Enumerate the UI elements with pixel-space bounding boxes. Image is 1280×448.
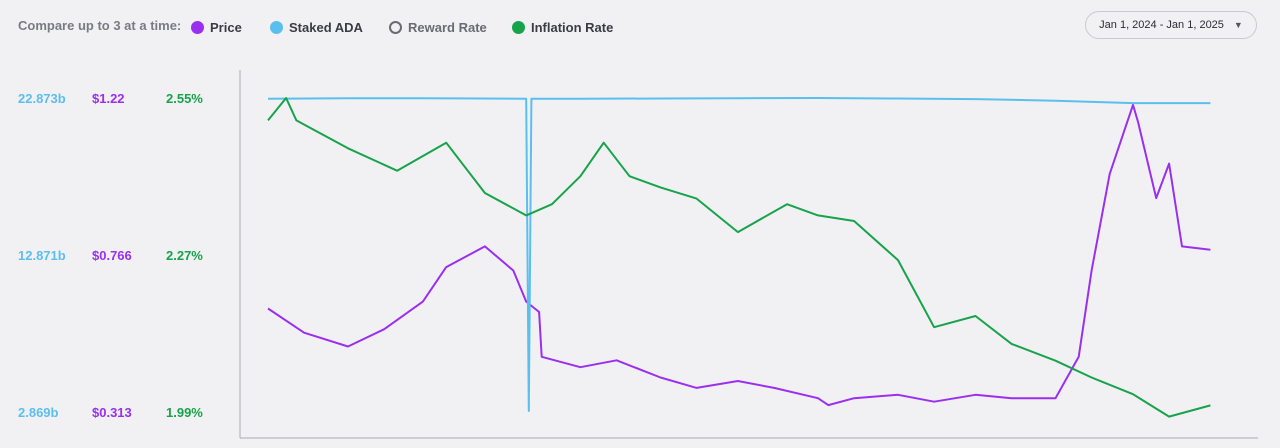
date-range-dropdown[interactable]: Jan 1, 2024 - Jan 1, 2025 ▼ [1085,11,1257,39]
legend-toggle-staked-ada[interactable]: Staked ADA [270,18,363,36]
inflation-tick-top: 2.55% [166,91,203,106]
price-tick-mid: $0.766 [92,248,132,263]
compare-label: Compare up to 3 at a time: [18,18,182,33]
inflation-rate-dot-icon [512,20,525,34]
price-tick-top: $1.22 [92,91,125,106]
staked-ada-tick-bottom: 2.869b [18,405,59,420]
legend-toggle-reward-rate[interactable]: Reward Rate [389,18,487,36]
legend-toggle-inflation-rate[interactable]: Inflation Rate [512,18,613,36]
staked-ada-series-line [267,97,1211,412]
chevron-down-icon: ▼ [1233,20,1243,30]
staked-ada-tick-top: 22.873b [18,91,66,106]
date-range-value: Jan 1, 2024 - Jan 1, 2025 [1099,19,1224,31]
price-dot-icon [191,20,204,34]
legend-label-staked-ada: Staked ADA [289,19,363,35]
price-series-line [267,103,1211,407]
staked-ada-tick-mid: 12.871b [18,248,66,263]
price-tick-bottom: $0.313 [92,405,132,420]
staked-ada-dot-icon [270,20,283,34]
legend-label-reward-rate: Reward Rate [408,19,487,35]
reward-rate-ring-icon [389,20,402,34]
legend-label-price: Price [210,19,242,35]
inflation-tick-mid: 2.27% [166,248,203,263]
inflation-tick-bottom: 1.99% [166,405,203,420]
chart-controls-bar: Compare up to 3 at a time: Price Staked … [0,0,1280,52]
legend-label-inflation-rate: Inflation Rate [531,19,614,35]
inflation-rate-series-line [267,97,1211,418]
legend-toggle-price[interactable]: Price [191,18,242,36]
